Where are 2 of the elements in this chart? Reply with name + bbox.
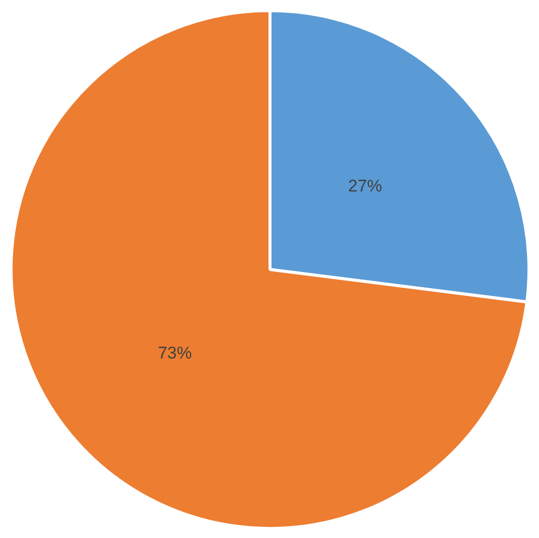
data-label: 73%: [158, 344, 192, 363]
data-label: 27%: [348, 176, 382, 196]
